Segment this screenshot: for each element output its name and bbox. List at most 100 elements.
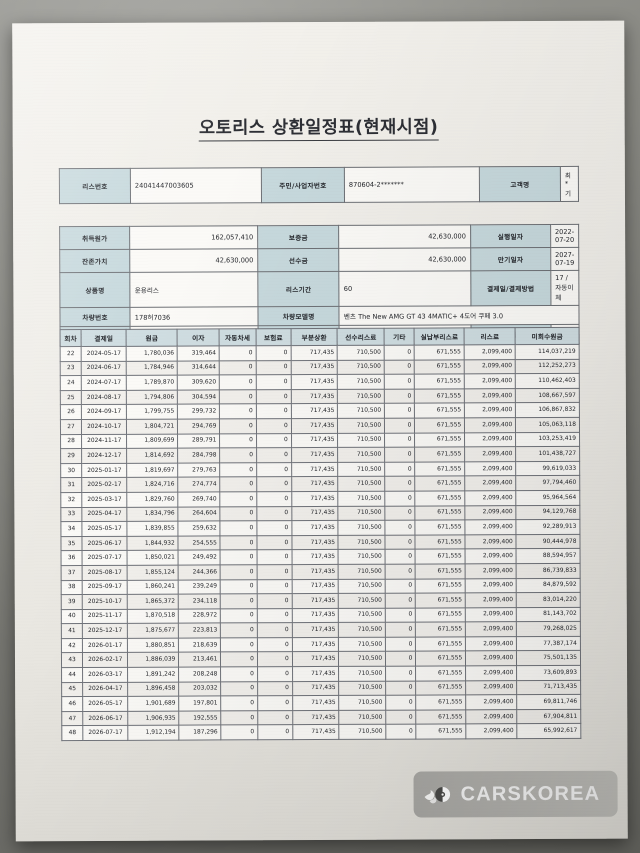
- cell-car-tax: 0: [219, 360, 257, 376]
- cell-principal: 1,780,036: [126, 346, 178, 361]
- cell-prepaid: 710,500: [337, 374, 385, 390]
- cell-insurance: 0: [256, 374, 292, 390]
- cell-outstanding: 71,713,435: [516, 680, 581, 695]
- value-end-date: 2027-07-19: [550, 247, 579, 271]
- cell-interest: 203,032: [178, 681, 221, 697]
- cell-etc: 0: [384, 476, 416, 492]
- cell-paid-lease: 671,555: [415, 490, 466, 506]
- cell-interest: 244,366: [178, 564, 221, 580]
- cell-paid-lease: 671,555: [414, 344, 465, 360]
- cell-date: 2026-07-17: [82, 725, 129, 741]
- col-header-paid-lease: 실납부리스료: [414, 327, 465, 346]
- cell-date: 2026-02-17: [82, 652, 128, 668]
- cell-no: 23: [60, 361, 82, 376]
- cell-principal: 1,860,241: [127, 579, 179, 595]
- value-lease-no: 24041447003605: [130, 167, 262, 204]
- repayment-schedule-table: 회차 결제일 원금 이자 자동차세 보험료 부분상환 선수리스료 기타 실납부리…: [60, 327, 582, 741]
- cell-car-tax: 0: [220, 681, 258, 697]
- cell-outstanding: 79,268,025: [516, 621, 581, 637]
- cell-prepaid: 710,500: [338, 651, 386, 667]
- cell-paid-lease: 671,555: [414, 447, 465, 462]
- cell-insurance: 0: [257, 593, 293, 609]
- cell-car-tax: 0: [219, 447, 257, 463]
- cell-lease-fee: 2,099,400: [464, 359, 516, 375]
- cell-no: 45: [61, 682, 83, 697]
- document-sheet: 오토리스 상환일정표(현재시점) 리스번호 24041447003605 주민/…: [12, 20, 628, 842]
- page-title: 오토리스 상환일정표(현재시점): [13, 113, 625, 142]
- cell-date: 2025-02-17: [81, 477, 128, 493]
- cell-interest: 279,763: [177, 462, 221, 478]
- cell-paid-lease: 671,555: [416, 680, 466, 696]
- value-ssn: 870604-2*******: [344, 166, 480, 203]
- cell-paid-lease: 671,555: [415, 534, 466, 550]
- cell-insurance: 0: [257, 637, 293, 653]
- cell-outstanding: 81,143,702: [516, 607, 581, 622]
- label-lease-no: 리스번호: [59, 168, 131, 204]
- cell-principal: 1,799,755: [126, 404, 178, 420]
- cell-principal: 1,839,855: [127, 521, 179, 537]
- value-product: 운용리스: [130, 271, 259, 308]
- cell-principal: 1,901,689: [127, 696, 180, 712]
- cell-paid-lease: 671,555: [415, 578, 466, 594]
- col-header-date: 결제일: [81, 329, 127, 347]
- label-residual: 잔존가치: [59, 249, 131, 273]
- value-paydate: 17 / 자동이체: [550, 270, 579, 306]
- cell-partial: 717,435: [291, 418, 338, 434]
- cell-outstanding: 94,129,768: [516, 504, 580, 520]
- cell-interest: 213,461: [178, 652, 221, 668]
- cell-principal: 1,891,242: [127, 667, 179, 682]
- cell-insurance: 0: [256, 549, 292, 565]
- cell-date: 2025-07-17: [82, 550, 128, 566]
- cell-insurance: 0: [256, 433, 292, 448]
- cell-paid-lease: 671,555: [415, 622, 466, 637]
- cell-paid-lease: 671,555: [415, 476, 466, 492]
- cell-no: 47: [61, 711, 83, 727]
- cell-interest: 284,798: [177, 448, 220, 463]
- cell-outstanding: 90,444,978: [516, 534, 581, 549]
- value-term: 60: [339, 270, 471, 307]
- cell-etc: 0: [385, 563, 416, 579]
- cell-partial: 717,435: [292, 608, 339, 623]
- cell-lease-fee: 2,099,400: [465, 490, 517, 506]
- cell-car-tax: 0: [221, 725, 258, 740]
- cell-car-tax: 0: [219, 374, 257, 390]
- cell-car-tax: 0: [220, 550, 257, 565]
- cell-partial: 717,435: [290, 360, 338, 375]
- cell-etc: 0: [384, 345, 415, 360]
- cell-insurance: 0: [256, 520, 292, 536]
- value-model: 벤츠 The New AMG GT 43 4MATIC+ 4도어 쿠페 3.0: [339, 305, 580, 326]
- cell-outstanding: 97,794,460: [515, 475, 580, 491]
- cell-principal: 1,906,935: [127, 710, 180, 726]
- cell-partial: 717,435: [292, 710, 340, 726]
- col-header-car-tax: 자동차세: [219, 328, 256, 346]
- cell-lease-fee: 2,099,400: [465, 665, 517, 681]
- cell-etc: 0: [384, 359, 415, 375]
- col-header-principal: 원금: [126, 329, 178, 347]
- label-paydate: 결제일/결제방법: [470, 270, 551, 306]
- info-row-residual: 잔존가치 42,630,000 선수금 42,630,000 만기일자 2027…: [59, 247, 579, 273]
- cell-etc: 0: [385, 520, 416, 535]
- col-header-prepaid: 선수리스료: [337, 328, 385, 346]
- cell-etc: 0: [385, 549, 416, 565]
- cell-etc: 0: [384, 491, 416, 506]
- cell-insurance: 0: [256, 579, 292, 594]
- label-product: 상품명: [59, 272, 131, 308]
- label-end-date: 만기일자: [470, 247, 551, 271]
- cell-interest: 259,632: [178, 521, 221, 536]
- cell-no: 26: [60, 404, 82, 420]
- cell-no: 34: [60, 521, 83, 537]
- cell-lease-fee: 2,099,400: [465, 694, 518, 710]
- cell-lease-fee: 2,099,400: [465, 505, 517, 520]
- cell-outstanding: 73,609,893: [516, 665, 581, 681]
- cell-date: 2026-04-17: [82, 681, 128, 697]
- cell-no: 29: [60, 448, 82, 464]
- cell-interest: 192,555: [179, 710, 222, 726]
- cell-date: 2024-07-17: [81, 375, 127, 391]
- info-row-product: 상품명 운용리스 리스기간 60 결제일/결제방법 17 / 자동이체: [59, 270, 579, 308]
- cell-interest: 254,555: [178, 535, 221, 551]
- cell-outstanding: 106,867,832: [515, 402, 580, 418]
- cell-car-tax: 0: [220, 666, 258, 682]
- cell-etc: 0: [384, 447, 416, 462]
- cell-lease-fee: 2,099,400: [465, 651, 517, 666]
- cell-partial: 717,435: [292, 724, 340, 740]
